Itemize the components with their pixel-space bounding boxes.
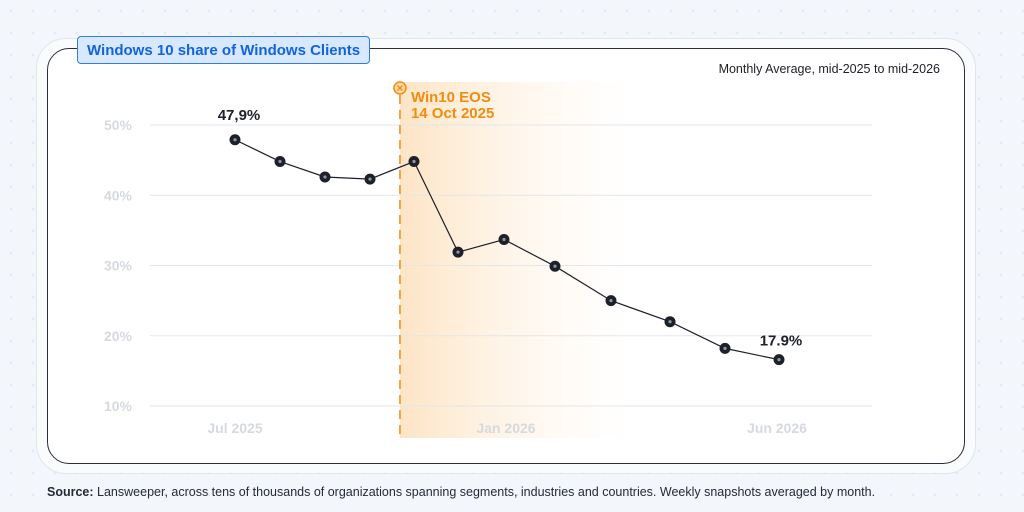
data-point-center — [278, 159, 282, 164]
source-note: Source: Lansweeper, across tens of thous… — [47, 485, 875, 499]
data-point-center — [777, 358, 781, 362]
data-point-center — [668, 320, 672, 324]
data-point-center — [368, 177, 372, 181]
data-point-center — [553, 264, 557, 268]
eos-annotation-title: Win10 EOS — [411, 89, 491, 106]
data-point-center — [412, 159, 416, 164]
data-label: 17.9% — [760, 333, 803, 350]
eos-annotation-date: 14 Oct 2025 — [411, 105, 494, 122]
eos-shaded-band — [399, 82, 630, 438]
y-tick-label: 30% — [104, 258, 133, 274]
y-tick-label: 50% — [104, 117, 133, 133]
source-text: Lansweeper, across tens of thousands of … — [97, 485, 876, 499]
chart-title: Windows 10 share of Windows Clients — [77, 36, 371, 64]
y-tick-label: 40% — [104, 187, 133, 203]
source-label: Source: — [47, 485, 94, 499]
x-tick-label: Jul 2025 — [207, 420, 262, 436]
data-point-center — [502, 237, 506, 242]
y-tick-label: 10% — [104, 398, 133, 414]
data-point-center — [233, 138, 237, 142]
data-point-center — [456, 250, 460, 254]
data-label: 47,9% — [218, 107, 261, 124]
eos-marker-cross-icon — [396, 85, 403, 91]
series-line — [234, 139, 780, 361]
chart-subtitle: Monthly Average, mid-2025 to mid-2026 — [718, 62, 940, 76]
data-point-center — [609, 299, 613, 303]
data-point-center — [323, 175, 327, 179]
y-tick-label: 20% — [104, 328, 133, 344]
x-tick-label: Jan 2026 — [476, 420, 535, 436]
data-point-center — [723, 346, 727, 350]
x-tick-label: Jun 2026 — [747, 420, 807, 436]
